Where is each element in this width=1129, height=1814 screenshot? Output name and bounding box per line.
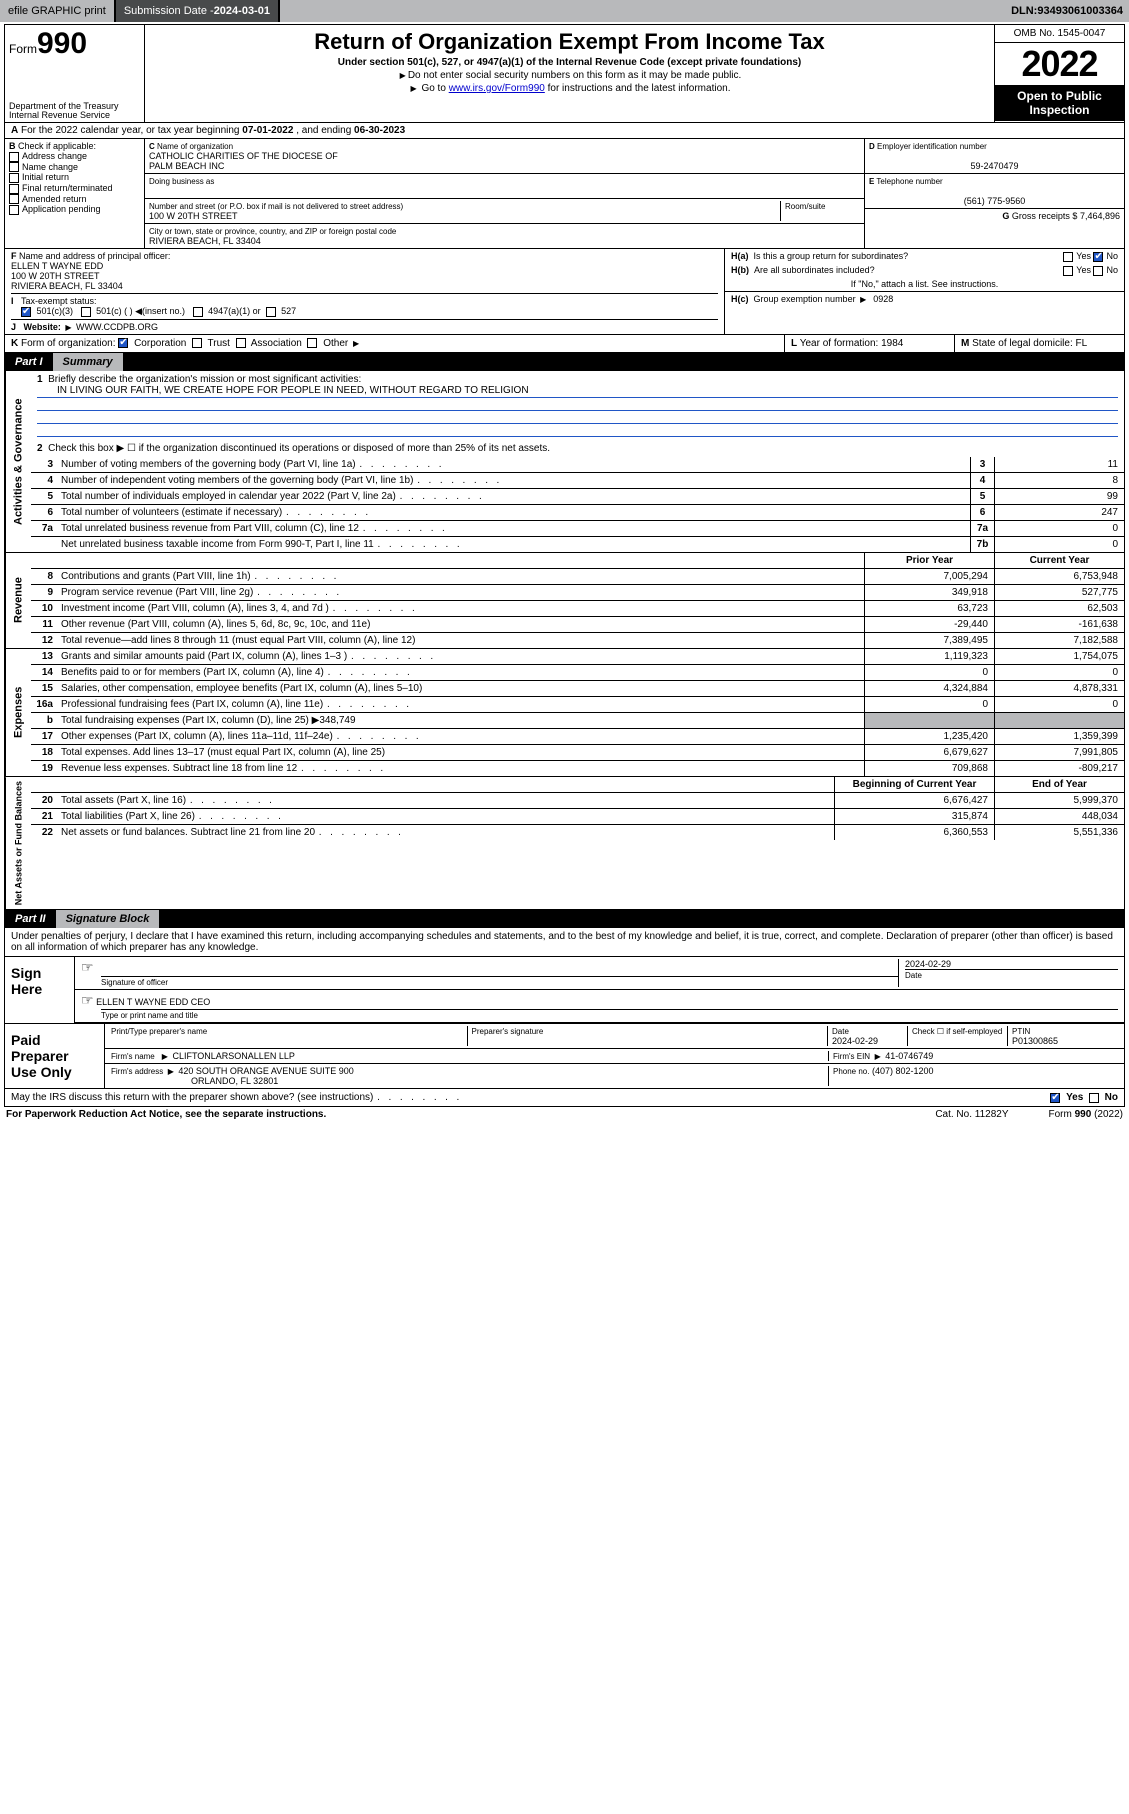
website: WWW.CCDPB.ORG <box>76 322 158 332</box>
vlabel-activities: Activities & Governance <box>5 371 31 552</box>
sig-date: 2024-02-29 <box>905 959 951 969</box>
part-1-header: Part I Summary <box>5 353 1124 371</box>
irs-label: Internal Revenue Service <box>9 110 140 120</box>
officer-name: ELLEN T WAYNE EDD <box>11 261 103 271</box>
efile-label[interactable]: efile GRAPHIC print <box>0 0 116 22</box>
form-990: Form990 Department of the Treasury Inter… <box>4 24 1125 1107</box>
group-exemption: 0928 <box>873 294 893 304</box>
org-name-1: CATHOLIC CHARITIES OF THE DIOCESE OF <box>149 151 338 161</box>
org-name-2: PALM BEACH INC <box>149 161 224 171</box>
section-b-checkboxes: B Check if applicable: Address change Na… <box>5 139 145 248</box>
val-5: 99 <box>994 489 1124 504</box>
footer: For Paperwork Reduction Act Notice, see … <box>0 1107 1129 1122</box>
firm-name: CLIFTONLARSONALLEN LLP <box>172 1051 294 1061</box>
dln: DLN: 93493061003364 <box>1003 0 1129 22</box>
val-6: 247 <box>994 505 1124 520</box>
officer-name-title: ELLEN T WAYNE EDD CEO <box>96 997 210 1007</box>
telephone: (561) 775-9560 <box>869 196 1120 206</box>
tax-year: 2022 <box>995 43 1124 85</box>
checkbox-ha-no[interactable] <box>1093 252 1103 262</box>
checkbox-501c3[interactable] <box>21 307 31 317</box>
ssn-note: Do not enter social security numbers on … <box>151 70 988 81</box>
city-state-zip: RIVIERA BEACH, FL 33404 <box>149 236 261 246</box>
submission-date: Submission Date - 2024-03-01 <box>116 0 280 22</box>
vlabel-expenses: Expenses <box>5 649 31 776</box>
row-a-tax-year: A For the 2022 calendar year, or tax yea… <box>5 123 1124 139</box>
vlabel-revenue: Revenue <box>5 553 31 648</box>
checkbox-corporation[interactable] <box>118 338 128 348</box>
sign-here-label: Sign Here <box>5 957 75 1023</box>
firm-ein: 41-0746749 <box>885 1051 933 1061</box>
firm-phone: (407) 802-1200 <box>872 1066 934 1076</box>
state-domicile: FL <box>1076 338 1088 349</box>
perjury-statement: Under penalties of perjury, I declare th… <box>5 928 1124 957</box>
form-title: Return of Organization Exempt From Incom… <box>151 29 988 55</box>
part-2-header: Part II Signature Block <box>5 910 1124 928</box>
street-address: 100 W 20TH STREET <box>149 211 238 221</box>
vlabel-net-assets: Net Assets or Fund Balances <box>5 777 31 909</box>
val-7a: 0 <box>994 521 1124 536</box>
val-7b: 0 <box>994 537 1124 552</box>
omb-number: OMB No. 1545-0047 <box>995 25 1124 43</box>
open-to-public: Open to Public Inspection <box>995 85 1124 121</box>
ptin: P01300865 <box>1012 1036 1058 1046</box>
form-number: Form990 <box>9 27 140 61</box>
val-4: 8 <box>994 473 1124 488</box>
year-formation: 1984 <box>881 338 903 349</box>
val-3: 11 <box>994 457 1124 472</box>
ein: 59-2470479 <box>869 161 1120 171</box>
gross-receipts: 7,464,896 <box>1080 211 1120 221</box>
website-note: Go to www.irs.gov/Form990 for instructio… <box>151 83 988 94</box>
mission-text: IN LIVING OUR FAITH, WE CREATE HOPE FOR … <box>37 385 1118 398</box>
paid-preparer-label: Paid Preparer Use Only <box>5 1024 105 1088</box>
form-subtitle: Under section 501(c), 527, or 4947(a)(1)… <box>151 57 988 68</box>
top-bar: efile GRAPHIC print Submission Date - 20… <box>0 0 1129 22</box>
checkbox-irs-discuss-yes[interactable] <box>1050 1093 1060 1103</box>
